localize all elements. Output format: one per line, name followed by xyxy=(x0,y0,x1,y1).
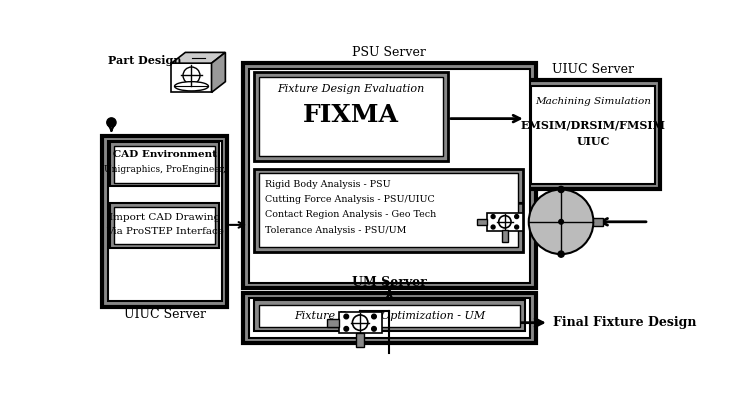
Bar xyxy=(531,85,655,184)
Text: Cutting Force Analysis - PSU/UIUC: Cutting Force Analysis - PSU/UIUC xyxy=(265,195,434,204)
Bar xyxy=(259,77,442,156)
Circle shape xyxy=(344,314,348,319)
Circle shape xyxy=(515,215,519,219)
Bar xyxy=(487,213,522,231)
Bar xyxy=(171,63,211,92)
Bar xyxy=(102,136,227,307)
Circle shape xyxy=(491,215,495,219)
Bar xyxy=(525,80,660,189)
Text: Rigid Body Analysis - PSU: Rigid Body Analysis - PSU xyxy=(265,180,391,189)
Text: Tolerance Analysis - PSU/UM: Tolerance Analysis - PSU/UM xyxy=(265,226,406,235)
Text: UM Server: UM Server xyxy=(352,276,427,289)
Text: FIXMA: FIXMA xyxy=(303,103,399,127)
Text: Fixture Design Optimization - UM: Fixture Design Optimization - UM xyxy=(293,311,485,321)
Circle shape xyxy=(183,67,200,84)
Circle shape xyxy=(353,315,368,330)
Bar xyxy=(254,72,448,161)
Text: UIUC Server: UIUC Server xyxy=(124,308,205,321)
Bar xyxy=(502,230,508,242)
Circle shape xyxy=(529,189,594,254)
Text: Machining Simulation: Machining Simulation xyxy=(535,97,651,106)
Bar xyxy=(254,300,525,331)
Bar xyxy=(259,305,519,326)
Bar xyxy=(243,63,536,288)
Text: Final Fixture Design: Final Fixture Design xyxy=(553,316,696,329)
Bar xyxy=(107,141,222,301)
Bar xyxy=(254,169,523,252)
Circle shape xyxy=(344,326,348,331)
Circle shape xyxy=(558,186,564,192)
Text: CAD Environment: CAD Environment xyxy=(113,150,216,159)
Bar xyxy=(356,333,364,347)
Circle shape xyxy=(372,326,376,331)
Ellipse shape xyxy=(175,82,208,91)
Circle shape xyxy=(515,225,519,229)
Bar xyxy=(115,207,215,244)
Bar xyxy=(339,312,382,333)
Text: Fixture Design Evaluation: Fixture Design Evaluation xyxy=(277,84,425,95)
Circle shape xyxy=(499,216,511,228)
Text: Via ProSTEP Interface: Via ProSTEP Interface xyxy=(106,227,224,236)
Circle shape xyxy=(559,219,563,224)
Bar xyxy=(327,319,339,326)
Bar xyxy=(115,145,215,182)
Bar xyxy=(249,298,530,338)
Circle shape xyxy=(107,118,116,127)
Bar xyxy=(594,218,602,226)
Circle shape xyxy=(491,225,495,229)
Text: UIUC: UIUC xyxy=(576,136,610,147)
Bar xyxy=(110,142,219,186)
Bar xyxy=(477,219,487,225)
Text: UIUC Server: UIUC Server xyxy=(552,63,634,76)
Bar xyxy=(110,203,219,248)
Text: PSU Server: PSU Server xyxy=(353,46,426,59)
Circle shape xyxy=(558,251,564,257)
Polygon shape xyxy=(171,52,225,63)
Text: Import CAD Drawing: Import CAD Drawing xyxy=(109,212,220,222)
Text: Contact Region Analysis - Geo Tech: Contact Region Analysis - Geo Tech xyxy=(265,210,436,219)
Circle shape xyxy=(372,314,376,319)
Bar xyxy=(243,293,536,344)
Bar xyxy=(249,69,530,283)
Polygon shape xyxy=(211,52,225,92)
Text: EMSIM/DRSIM/FMSIM: EMSIM/DRSIM/FMSIM xyxy=(521,119,665,130)
Text: Part Design: Part Design xyxy=(108,55,182,67)
Bar xyxy=(259,173,518,247)
Text: Unigraphics, ProEngineer,: Unigraphics, ProEngineer, xyxy=(104,165,225,174)
